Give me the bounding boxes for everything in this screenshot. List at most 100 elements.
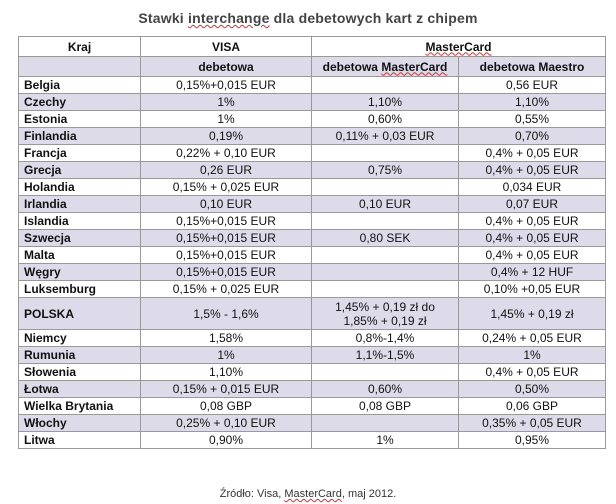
maestro-cell: 1,10% bbox=[458, 93, 606, 111]
source-text-end: , maj 2012. bbox=[341, 488, 397, 500]
maestro-cell: 0,4% + 0,05 EUR bbox=[458, 212, 606, 230]
table-row: Rumunia 1% 1,1%-1,5% 1% bbox=[18, 346, 606, 364]
table-row: Wielka Brytania 0,08 GBP 0,08 GBP 0,06 GBP bbox=[18, 397, 606, 415]
maestro-cell: 0,4% + 0,05 EUR bbox=[458, 161, 606, 179]
mastercard-cell bbox=[311, 144, 459, 162]
country-cell: Malta bbox=[18, 246, 141, 264]
source-underlined: MasterCard bbox=[284, 488, 342, 500]
table-row: Włochy 0,25% + 0,10 EUR 0,35% + 0,05 EUR bbox=[18, 414, 606, 432]
source-note: Źródło: Visa, MasterCard, maj 2012. bbox=[0, 488, 616, 501]
maestro-cell: 1% bbox=[458, 346, 606, 364]
subheader-empty bbox=[18, 56, 141, 77]
visa-cell: 0,15% + 0,015 EUR bbox=[140, 380, 312, 398]
table-row: Niemcy 1,58% 0,8%-1,4% 0,24% + 0,05 EUR bbox=[18, 329, 606, 347]
title-text: Stawki bbox=[138, 10, 188, 26]
subheader-mc-underlined: MasterCard bbox=[381, 59, 448, 74]
table-row: Francja 0,22% + 0,10 EUR 0,4% + 0,05 EUR bbox=[18, 144, 606, 162]
subheader-row: debetowa debetowa MasterCard debetowa Ma… bbox=[18, 56, 606, 77]
maestro-cell: 0,70% bbox=[458, 127, 606, 145]
subheader-mc: debetowa MasterCard bbox=[311, 56, 459, 77]
country-cell: Holandia bbox=[18, 178, 141, 196]
interchange-table: Kraj VISA MasterCard debetowa debetowa M… bbox=[18, 36, 606, 449]
table-row: Malta 0,15%+0,015 EUR 0,4% + 0,05 EUR bbox=[18, 246, 606, 264]
mastercard-cell: 0,11% + 0,03 EUR bbox=[311, 127, 459, 145]
visa-cell: 0,15%+0,015 EUR bbox=[140, 76, 312, 94]
header-mastercard: MasterCard bbox=[311, 36, 606, 57]
table-row: POLSKA 1,5% - 1,6% 1,45% + 0,19 zł do 1,85%… bbox=[18, 297, 606, 330]
table-row: Grecja 0,26 EUR 0,75% 0,4% + 0,05 EUR bbox=[18, 161, 606, 179]
title-text-end: dla debetowych kart z chipem bbox=[269, 10, 478, 26]
mastercard-cell bbox=[311, 76, 459, 94]
mastercard-cell: 0,80 SEK bbox=[311, 229, 459, 247]
subheader-mc-prefix: debetowa bbox=[322, 59, 382, 74]
maestro-cell: 0,95% bbox=[458, 431, 606, 449]
table-row: Słowenia 1,10% 0,4% + 0,05 EUR bbox=[18, 363, 606, 381]
maestro-cell: 0,4% + 0,05 EUR bbox=[458, 229, 606, 247]
visa-cell: 0,19% bbox=[140, 127, 312, 145]
maestro-cell: 0,034 EUR bbox=[458, 178, 606, 196]
table-row: Islandia 0,15%+0,015 EUR 0,4% + 0,05 EUR bbox=[18, 212, 606, 230]
visa-cell: 0,08 GBP bbox=[140, 397, 312, 415]
mastercard-cell: 0,60% bbox=[311, 110, 459, 128]
visa-cell: 0,15%+0,015 EUR bbox=[140, 229, 312, 247]
mastercard-cell bbox=[311, 212, 459, 230]
maestro-cell: 0,06 GBP bbox=[458, 397, 606, 415]
country-cell: Finlandia bbox=[18, 127, 141, 145]
page-title: Stawki interchange dla debetowych kart z… bbox=[0, 10, 616, 27]
table-row: Węgry 0,15%+0,015 EUR 0,4% + 12 HUF bbox=[18, 263, 606, 281]
mastercard-cell bbox=[311, 363, 459, 381]
subheader-visa: debetowa bbox=[140, 56, 312, 77]
mastercard-cell bbox=[311, 280, 459, 298]
visa-cell: 0,15%+0,015 EUR bbox=[140, 246, 312, 264]
country-cell: Luksemburg bbox=[18, 280, 141, 298]
maestro-cell: 0,4% + 0,05 EUR bbox=[458, 246, 606, 264]
mastercard-cell bbox=[311, 178, 459, 196]
title-underlined-word: interchange bbox=[188, 10, 270, 26]
maestro-cell: 0,50% bbox=[458, 380, 606, 398]
maestro-cell: 0,56 EUR bbox=[458, 76, 606, 94]
maestro-cell: 0,35% + 0,05 EUR bbox=[458, 414, 606, 432]
mastercard-cell: 1,10% bbox=[311, 93, 459, 111]
table-row: Czechy 1% 1,10% 1,10% bbox=[18, 93, 606, 111]
country-cell: Irlandia bbox=[18, 195, 141, 213]
maestro-cell: 0,4% + 0,05 EUR bbox=[458, 363, 606, 381]
country-cell: Niemcy bbox=[18, 329, 141, 347]
country-cell: POLSKA bbox=[18, 297, 141, 330]
maestro-cell: 0,24% + 0,05 EUR bbox=[458, 329, 606, 347]
maestro-cell: 0,07 EUR bbox=[458, 195, 606, 213]
maestro-cell: 0,10% +0,05 EUR bbox=[458, 280, 606, 298]
visa-cell: 1,5% - 1,6% bbox=[140, 297, 312, 330]
mastercard-cell: 0,10 EUR bbox=[311, 195, 459, 213]
table-row: Estonia 1% 0,60% 0,55% bbox=[18, 110, 606, 128]
mastercard-cell: 0,8%-1,4% bbox=[311, 329, 459, 347]
table-row: Litwa 0,90% 1% 0,95% bbox=[18, 431, 606, 449]
visa-cell: 0,15% + 0,025 EUR bbox=[140, 178, 312, 196]
mastercard-cell: 0,60% bbox=[311, 380, 459, 398]
country-cell: Francja bbox=[18, 144, 141, 162]
country-cell: Islandia bbox=[18, 212, 141, 230]
country-cell: Czechy bbox=[18, 93, 141, 111]
mastercard-cell: 1,1%-1,5% bbox=[311, 346, 459, 364]
maestro-cell: 0,55% bbox=[458, 110, 606, 128]
country-cell: Belgia bbox=[18, 76, 141, 94]
subheader-maestro: debetowa Maestro bbox=[458, 56, 606, 77]
table-row: Szwecja 0,15%+0,015 EUR 0,80 SEK 0,4% + 0,0… bbox=[18, 229, 606, 247]
header-kraj: Kraj bbox=[18, 36, 141, 57]
country-cell: Wielka Brytania bbox=[18, 397, 141, 415]
header-mastercard-text: MasterCard bbox=[425, 39, 492, 54]
mastercard-cell bbox=[311, 246, 459, 264]
table-row: Łotwa 0,15% + 0,015 EUR 0,60% 0,50% bbox=[18, 380, 606, 398]
country-cell: Szwecja bbox=[18, 229, 141, 247]
visa-cell: 1% bbox=[140, 93, 312, 111]
table-row: Belgia 0,15%+0,015 EUR 0,56 EUR bbox=[18, 76, 606, 94]
mastercard-cell: 1% bbox=[311, 431, 459, 449]
mastercard-line-2: 1,85% + 0,19 zł bbox=[343, 313, 427, 328]
maestro-cell: 0,4% + 12 HUF bbox=[458, 263, 606, 281]
country-cell: Węgry bbox=[18, 263, 141, 281]
mastercard-cell: 1,45% + 0,19 zł do 1,85% + 0,19 zł bbox=[311, 297, 459, 330]
visa-cell: 0,10 EUR bbox=[140, 195, 312, 213]
mastercard-cell bbox=[311, 263, 459, 281]
visa-cell: 0,26 EUR bbox=[140, 161, 312, 179]
maestro-cell: 0,4% + 0,05 EUR bbox=[458, 144, 606, 162]
country-cell: Łotwa bbox=[18, 380, 141, 398]
